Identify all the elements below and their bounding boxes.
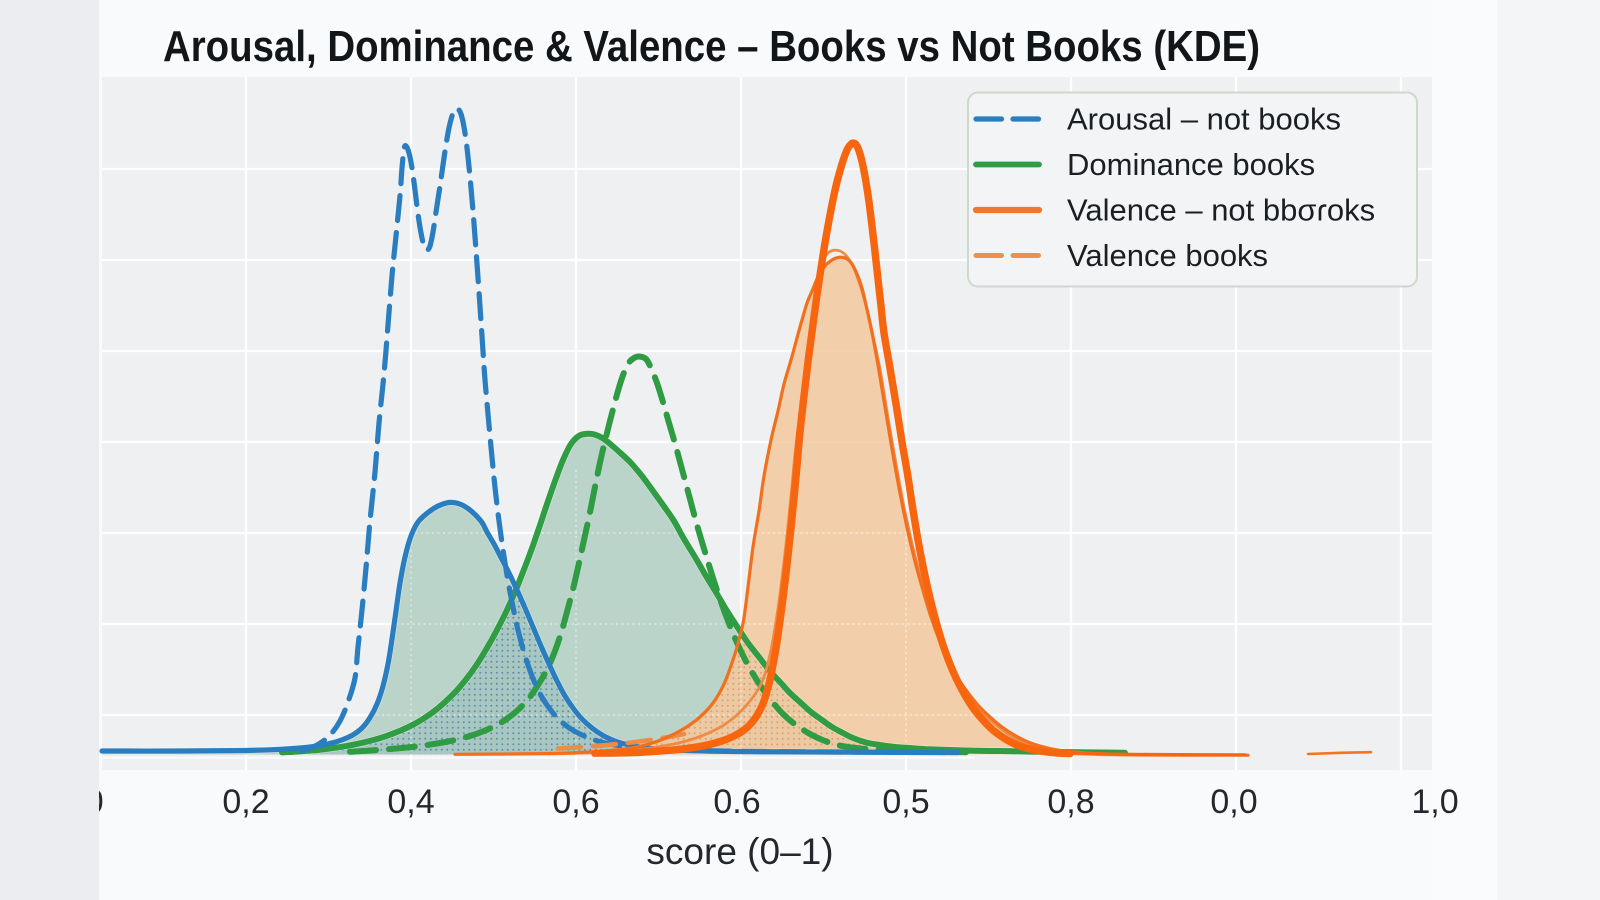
svg-text:0,2: 0,2 [222,783,269,821]
svg-text:0,5: 0,5 [882,783,929,821]
svg-text:Dominance books: Dominance books [1067,147,1315,182]
svg-text:Valence books: Valence books [1067,238,1268,273]
svg-text:Arousal, Dominance & Valence –: Arousal, Dominance & Valence – Books vs … [163,22,1260,71]
svg-text:0,6: 0,6 [552,783,599,821]
svg-text:0,4: 0,4 [387,783,434,821]
svg-text:0.6: 0.6 [713,783,760,821]
svg-text:1,0: 1,0 [1411,783,1458,821]
svg-text:0,0: 0,0 [1210,783,1257,821]
svg-text:Valence – not bbσɾoks: Valence – not bbσɾoks [1067,193,1375,228]
svg-text:score (0–1): score (0–1) [646,831,833,872]
svg-text:Arousal – not books: Arousal – not books [1067,102,1341,137]
svg-text:0,8: 0,8 [1047,783,1094,821]
